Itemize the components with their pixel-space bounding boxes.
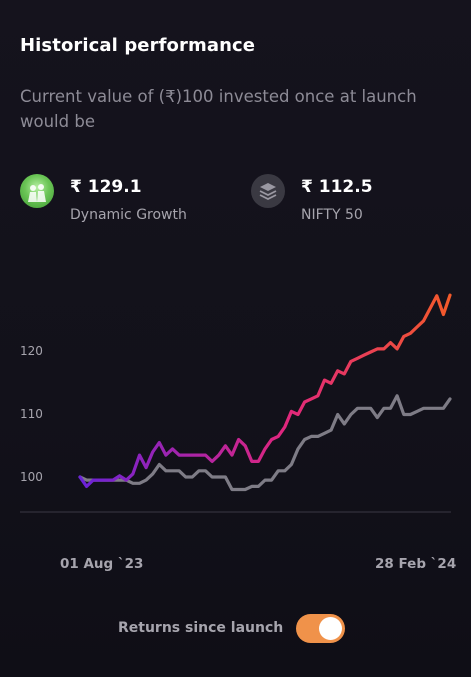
stack-layers-icon [251, 174, 285, 208]
returns-toggle-label: Returns since launch [118, 620, 284, 636]
fund-value: ₹ 129.1 [70, 177, 142, 197]
page-title: Historical performance [20, 35, 256, 56]
fund-name: NIFTY 50 [301, 207, 363, 223]
returns-toggle-row: Returns since launch [0, 614, 471, 644]
returns-since-launch-toggle[interactable] [296, 614, 345, 643]
x-axis-start-label: 01 Aug `23 [60, 556, 144, 572]
family-photo-icon [20, 174, 54, 208]
fund-value: ₹ 112.5 [301, 177, 373, 197]
toggle-knob [319, 617, 342, 640]
page-subtitle: Current value of (₹)100 invested once at… [20, 87, 417, 131]
fund-name: Dynamic Growth [70, 207, 187, 223]
y-tick-label: 100 [20, 470, 43, 484]
series-line-nifty-50 [78, 394, 452, 492]
series-line-dynamic-growth [78, 293, 452, 488]
x-axis-end-label: 28 Feb `24 [375, 556, 457, 572]
y-tick-label: 120 [20, 344, 43, 358]
y-tick-label: 110 [20, 407, 43, 421]
